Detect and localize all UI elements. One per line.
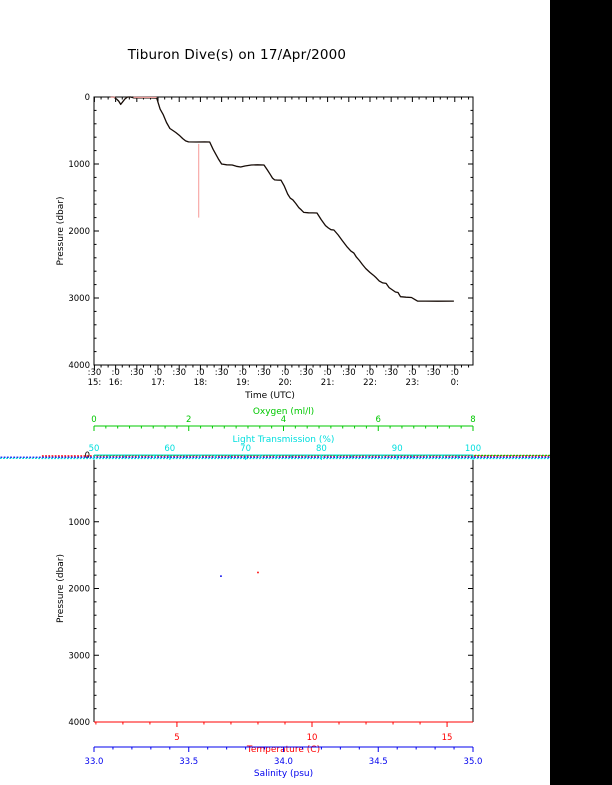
svg-text:6: 6 xyxy=(376,415,381,425)
svg-text::0: :0 xyxy=(366,368,374,378)
svg-text::30: :30 xyxy=(427,368,441,378)
svg-text::0: :0 xyxy=(196,368,204,378)
svg-text:50: 50 xyxy=(89,444,100,454)
svg-text:35.0: 35.0 xyxy=(464,757,483,767)
svg-text:8: 8 xyxy=(470,415,475,425)
svg-text:4: 4 xyxy=(281,415,286,425)
svg-text:4000: 4000 xyxy=(68,718,90,728)
time-pressure-chart: :3015::016::30:017::30:018::30:019::30:0… xyxy=(56,93,474,401)
svg-text:5: 5 xyxy=(174,733,179,743)
svg-text:80: 80 xyxy=(316,444,327,454)
svg-text:0: 0 xyxy=(85,93,90,103)
svg-text:34.5: 34.5 xyxy=(369,757,388,767)
svg-text:Time (UTC): Time (UTC) xyxy=(244,391,295,401)
svg-text:33.0: 33.0 xyxy=(85,757,104,767)
svg-text::30: :30 xyxy=(215,368,229,378)
svg-text:1000: 1000 xyxy=(68,518,90,528)
svg-text:16:: 16: xyxy=(109,378,123,388)
svg-text:Oxygen (ml/l): Oxygen (ml/l) xyxy=(253,407,314,417)
svg-text:20:: 20: xyxy=(278,378,292,388)
svg-text:33.5: 33.5 xyxy=(179,757,198,767)
svg-text:21:: 21: xyxy=(321,378,335,388)
dive-depth-track xyxy=(110,96,454,302)
svg-text::30: :30 xyxy=(384,368,398,378)
svg-text:0: 0 xyxy=(91,415,96,425)
svg-text::30: :30 xyxy=(300,368,314,378)
svg-text:70: 70 xyxy=(240,444,251,454)
svg-text:17:: 17: xyxy=(151,378,165,388)
svg-text::0: :0 xyxy=(239,368,247,378)
stray-data-points xyxy=(220,571,259,577)
svg-text:Pressure (dbar): Pressure (dbar) xyxy=(56,197,66,266)
screen-black-strip xyxy=(550,0,612,785)
svg-text:90: 90 xyxy=(392,444,403,454)
svg-text:34.0: 34.0 xyxy=(274,757,293,767)
svg-text:4000: 4000 xyxy=(68,361,90,371)
svg-text:22:: 22: xyxy=(363,378,377,388)
svg-text:Pressure (dbar): Pressure (dbar) xyxy=(56,554,66,623)
figure-title: Tiburon Dive(s) on 17/Apr/2000 xyxy=(127,47,347,63)
svg-text::0: :0 xyxy=(408,368,416,378)
svg-text:19:: 19: xyxy=(236,378,250,388)
axis-salinity: 33.0 33.5 34.0 34.5 35.0 Salinity (psu) xyxy=(85,746,483,779)
svg-text:10: 10 xyxy=(307,733,318,743)
svg-text:Light Transmission (%): Light Transmission (%) xyxy=(233,435,335,445)
svg-text::30: :30 xyxy=(88,368,102,378)
svg-text:3000: 3000 xyxy=(68,651,90,661)
svg-text:2: 2 xyxy=(186,415,191,425)
svg-text:0:: 0: xyxy=(451,378,459,388)
svg-text:2000: 2000 xyxy=(68,585,90,595)
svg-text::0: :0 xyxy=(451,368,459,378)
svg-text:Salinity (psu): Salinity (psu) xyxy=(254,769,313,779)
svg-text::30: :30 xyxy=(342,368,356,378)
svg-text::30: :30 xyxy=(130,368,144,378)
svg-text:15:: 15: xyxy=(88,378,102,388)
svg-text:18:: 18: xyxy=(194,378,208,388)
svg-text:23:: 23: xyxy=(406,378,420,388)
svg-text:1000: 1000 xyxy=(68,160,90,170)
axis-oxygen: 0 2 4 6 8 Oxygen (ml/l) xyxy=(91,407,476,431)
svg-text::0: :0 xyxy=(111,368,119,378)
svg-text::0: :0 xyxy=(323,368,331,378)
svg-text::30: :30 xyxy=(257,368,271,378)
svg-text:3000: 3000 xyxy=(68,294,90,304)
svg-text:15: 15 xyxy=(442,733,453,743)
svg-text::0: :0 xyxy=(281,368,289,378)
svg-text:2000: 2000 xyxy=(68,227,90,237)
svg-text:60: 60 xyxy=(164,444,175,454)
svg-text::30: :30 xyxy=(172,368,186,378)
svg-text:100: 100 xyxy=(465,444,481,454)
axis-transmission: 50 60 70 80 90 100 Light Transmission (%) xyxy=(89,435,481,460)
svg-text::0: :0 xyxy=(154,368,162,378)
